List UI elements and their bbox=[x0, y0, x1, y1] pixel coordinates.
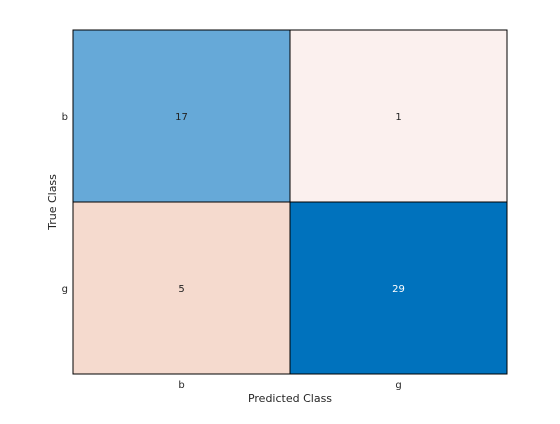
matrix-cell-b-b bbox=[72, 29, 291, 203]
cell-value-g-g: 29 bbox=[392, 284, 405, 295]
y-tick-label-b: b bbox=[62, 112, 68, 123]
cell-value-b-g: 1 bbox=[395, 112, 401, 123]
x-axis-label: Predicted Class bbox=[248, 392, 332, 405]
cell-value-b-b: 17 bbox=[175, 112, 188, 123]
cells-layer: 17 1 5 29 bbox=[72, 29, 508, 375]
x-tick-label-g: g bbox=[395, 380, 401, 391]
plot-frame bbox=[72, 29, 508, 375]
y-axis-label: True Class bbox=[46, 174, 59, 231]
x-tick-label-b: b bbox=[178, 380, 184, 391]
cell-value-g-b: 5 bbox=[178, 284, 184, 295]
matrix-cell-g-g bbox=[289, 201, 508, 375]
matrix-cell-g-b bbox=[72, 201, 291, 375]
y-tick-label-g: g bbox=[62, 284, 68, 295]
matrix-cell-b-g bbox=[289, 29, 508, 203]
tick-labels-layer: b g b g bbox=[62, 112, 402, 391]
